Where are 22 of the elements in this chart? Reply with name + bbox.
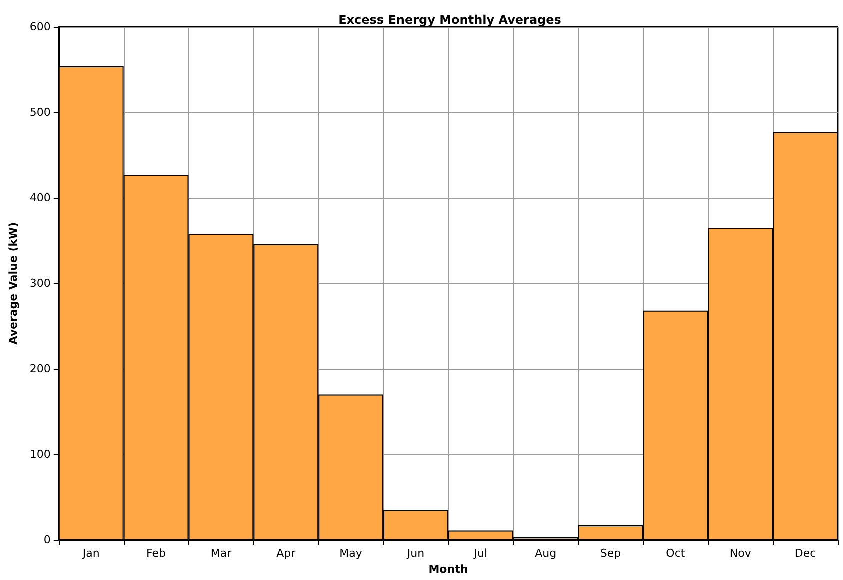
x-tick-label: Apr — [276, 547, 296, 560]
x-tick-label: Feb — [146, 547, 166, 560]
x-tick-label: Oct — [666, 547, 686, 560]
x-tick-label: Nov — [730, 547, 752, 560]
y-tick-label: 200 — [30, 362, 51, 376]
chart-title: Excess Energy Monthly Averages — [338, 13, 562, 27]
x-tick-label: Jan — [82, 547, 100, 560]
x-tick-label: May — [340, 547, 363, 560]
x-tick-label: Jul — [473, 547, 488, 560]
y-tick-label: 300 — [30, 277, 51, 290]
y-tick-label: 500 — [30, 106, 51, 120]
x-tick-label: Sep — [600, 547, 622, 560]
y-tick-label: 0 — [44, 534, 51, 547]
x-tick-label: Dec — [794, 547, 816, 560]
x-axis-title: Month — [428, 563, 468, 576]
y-tick-label: 600 — [30, 20, 51, 34]
x-tick-label: Jun — [406, 547, 425, 560]
y-axis-title: Average Value (kW) — [7, 222, 20, 345]
x-tick-label: Aug — [535, 547, 557, 560]
y-tick-label: 400 — [30, 192, 51, 205]
x-tick-label: Mar — [210, 547, 232, 560]
y-tick-label: 100 — [30, 448, 51, 462]
